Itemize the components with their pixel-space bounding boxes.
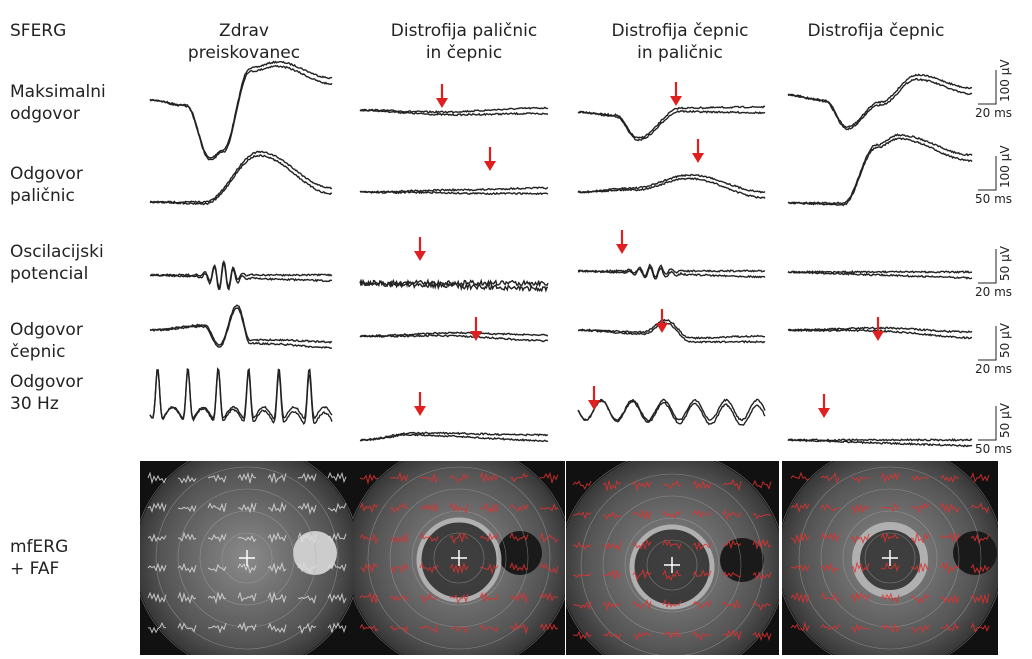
trace (578, 111, 765, 141)
trace (788, 79, 972, 130)
arrow-head (692, 153, 704, 163)
arrow-head (670, 96, 682, 106)
trace (578, 399, 765, 420)
traces (150, 62, 972, 447)
row-label: Maksimalni (10, 82, 106, 102)
column-header: in paličnic (637, 43, 723, 63)
column-header: Distrofija čepnic (807, 21, 944, 41)
scale-bar (978, 406, 996, 440)
trace (360, 434, 548, 441)
optic-disc (953, 531, 997, 575)
trace (150, 62, 332, 158)
arrow-head (818, 408, 830, 418)
arrow-head (414, 251, 426, 261)
fundus-panel (777, 445, 1003, 655)
row-label: potencial (10, 264, 88, 284)
scale-voltage: 100 µV (998, 145, 1012, 188)
scale-time: 20 ms (975, 106, 1012, 120)
arrow-head (616, 244, 628, 254)
trace (150, 305, 332, 345)
scale-bar (978, 70, 996, 104)
row-label: 30 Hz (10, 394, 59, 414)
scale-time: 50 ms (975, 192, 1012, 206)
trace (578, 178, 765, 198)
trace (578, 400, 765, 425)
trace (578, 106, 765, 138)
scale-time: 20 ms (975, 362, 1012, 376)
row-label: paličnic (10, 186, 75, 206)
row-label: čepnic (10, 342, 65, 362)
trace (788, 138, 972, 205)
scale-time: 20 ms (975, 285, 1012, 299)
fundus-panel (346, 445, 572, 655)
arrow-head (588, 400, 600, 410)
trace (150, 263, 332, 290)
row-label: Oscilacijski (10, 242, 104, 262)
trace (578, 320, 765, 339)
trace (788, 134, 972, 204)
row-label: Odgovor (10, 164, 83, 184)
row-label: + FAF (10, 559, 59, 579)
arrow-head (484, 161, 496, 171)
column-header: Zdrav (219, 21, 269, 41)
trace (150, 151, 332, 202)
fundus-panel (134, 445, 360, 655)
scale-voltage: 50 µV (998, 402, 1012, 438)
fundus-panel (559, 452, 785, 655)
trace (150, 308, 332, 348)
trace (150, 155, 332, 205)
scale-bars: 100 µV 20 ms 100 µV 50 ms 50 µV 20 ms 50 µV 20 … (975, 59, 1012, 456)
row-label: mfERG (10, 537, 68, 557)
trace (578, 322, 765, 342)
scale-voltage: 100 µV (998, 59, 1012, 102)
column-header: Distrofija paličnic (391, 21, 537, 41)
arrow-head (470, 331, 482, 341)
column-header: Distrofija čepnic (611, 21, 748, 41)
scale-bar (978, 326, 996, 360)
trace (788, 439, 972, 441)
arrow-head (656, 323, 668, 333)
figure: SFERG Zdravpreiskovanec Distrofija paličn… (0, 0, 1032, 655)
trace (150, 262, 332, 288)
trace (360, 335, 548, 342)
column-header: in čepnic (426, 43, 502, 63)
row-label: odgovor (10, 104, 80, 124)
row-label: Odgovor (10, 372, 83, 392)
row-label: Odgovor (10, 320, 83, 340)
column-header: preiskovanec (188, 43, 300, 63)
scale-voltage: 50 µV (998, 322, 1012, 358)
trace (150, 66, 332, 160)
scale-bar (978, 156, 996, 190)
row-labels: MaksimalniodgovorOdgovorpaličnicOscilaci… (10, 82, 106, 579)
scale-voltage: 50 µV (998, 245, 1012, 281)
arrow-head (436, 98, 448, 108)
scale-time: 50 ms (975, 442, 1012, 456)
fundus-images (134, 445, 1003, 655)
column-headers: Zdravpreiskovanec Distrofija paličnicin č… (188, 21, 945, 63)
arrow-head (872, 331, 884, 341)
scale-bar (978, 249, 996, 283)
trace (578, 175, 765, 193)
trace (788, 74, 972, 127)
arrow-head (414, 406, 426, 416)
title: SFERG (10, 21, 66, 41)
